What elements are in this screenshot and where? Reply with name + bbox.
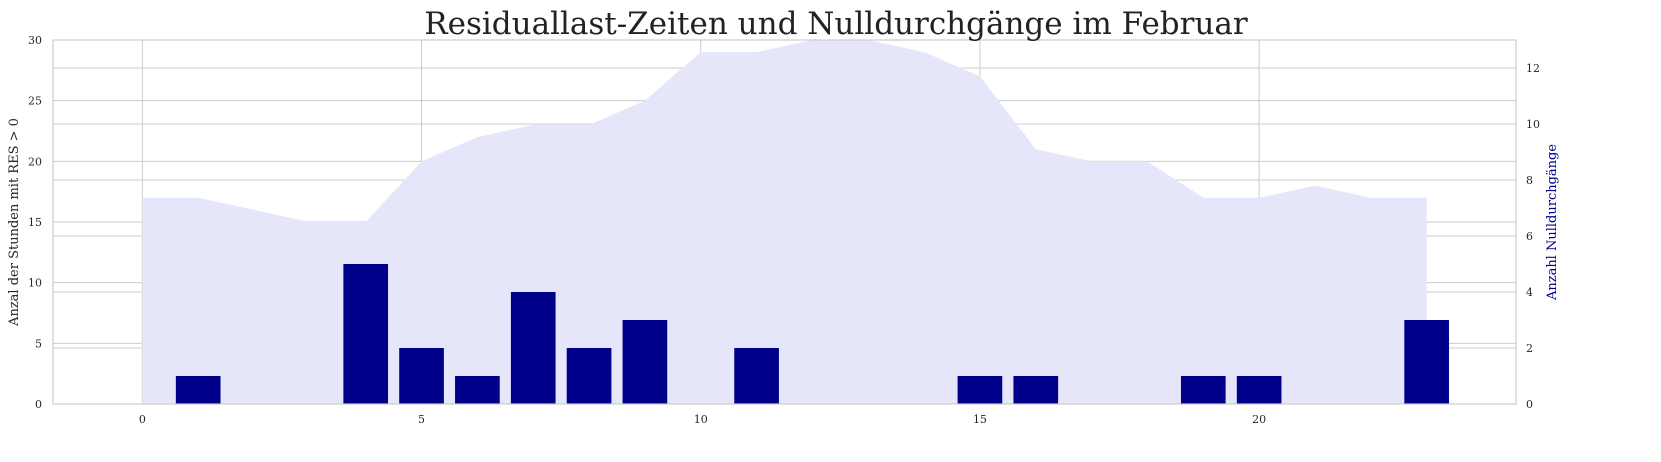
y-tick-label-left: 0 [35, 398, 42, 411]
bar [1180, 376, 1226, 404]
x-tick-label: 0 [139, 413, 146, 426]
y-axis-label-right: Anzahl Nulldurchgänge [1545, 144, 1560, 301]
bar [957, 376, 1003, 404]
bar [455, 376, 500, 404]
bar [343, 264, 389, 404]
y-tick-label-right: 8 [1526, 174, 1533, 187]
y-tick-label-left: 25 [28, 95, 42, 108]
bar [734, 348, 779, 404]
x-tick-label: 15 [973, 413, 987, 426]
y-tick-label-right: 2 [1526, 342, 1533, 355]
x-tick-label: 5 [418, 413, 425, 426]
area-fill [142, 40, 1427, 404]
y-tick-label-right: 0 [1526, 398, 1533, 411]
area-series [142, 40, 1427, 404]
y-tick-label-left: 10 [28, 277, 42, 290]
y-tick-label-right: 12 [1526, 62, 1540, 75]
bar [566, 348, 612, 404]
bar [399, 348, 444, 404]
bar [510, 292, 556, 404]
bar [1404, 320, 1449, 404]
y-tick-label-right: 4 [1526, 286, 1533, 299]
bar [1236, 376, 1282, 404]
y-tick-label-left: 5 [35, 337, 42, 350]
y-axis-label-left: Anzal der Stunden mit RES > 0 [7, 118, 22, 327]
plot-frame [52, 39, 1517, 405]
y-tick-label-left: 15 [28, 216, 42, 229]
y-tick-label-left: 20 [28, 155, 42, 168]
bar-series [175, 264, 1449, 404]
tick-labels: 0 5 10 15 20 0 5 10 15 20 25 30 0 2 4 6 8 10 12 [28, 34, 1540, 426]
y-tick-label-right: 10 [1526, 118, 1540, 131]
y-tick-label-left: 30 [28, 34, 42, 47]
bar [622, 320, 668, 404]
chart-title: Residuallast-Zeiten und Nulldurchgänge i… [424, 6, 1248, 42]
x-tick-label: 10 [694, 413, 708, 426]
bar [175, 376, 221, 404]
y-tick-label-right: 6 [1526, 230, 1533, 243]
x-tick-label: 20 [1252, 413, 1266, 426]
bar [1013, 376, 1059, 404]
